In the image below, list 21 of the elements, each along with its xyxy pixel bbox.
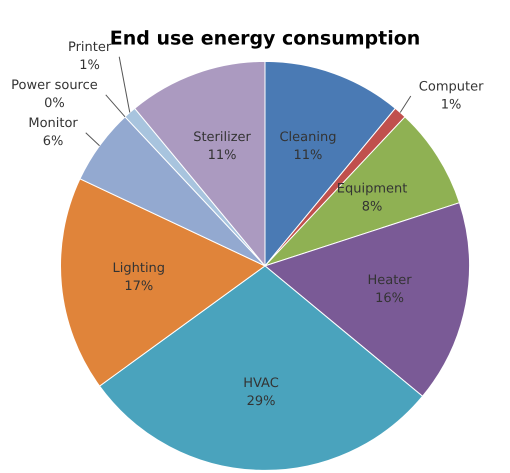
slice-label: Heater — [367, 273, 412, 288]
data-label: 1% — [79, 58, 100, 74]
data-label: 16% — [375, 291, 404, 306]
slice-label: Lighting — [112, 261, 166, 276]
slice-label: Computer — [418, 79, 484, 94]
slice-label: Sterilizer — [193, 130, 252, 145]
category-label: Power source — [11, 78, 98, 94]
data-label: 11% — [208, 148, 237, 163]
data-label: 1% — [440, 97, 462, 112]
slice-label: HVAC — [243, 376, 279, 391]
slice-label: Equipment — [336, 181, 408, 196]
slice-label: Printer — [68, 40, 112, 56]
text: 0% — [44, 96, 65, 112]
data-label: 11% — [293, 148, 322, 163]
data-label: 6% — [42, 134, 64, 150]
data-label: 29% — [246, 394, 276, 409]
data-label: 17% — [124, 279, 154, 294]
slice-label: Cleaning — [279, 130, 336, 145]
data-label: 8% — [362, 199, 382, 214]
chart-title: End use energy consumption — [110, 27, 420, 50]
slice-label: Monitor — [28, 116, 78, 132]
